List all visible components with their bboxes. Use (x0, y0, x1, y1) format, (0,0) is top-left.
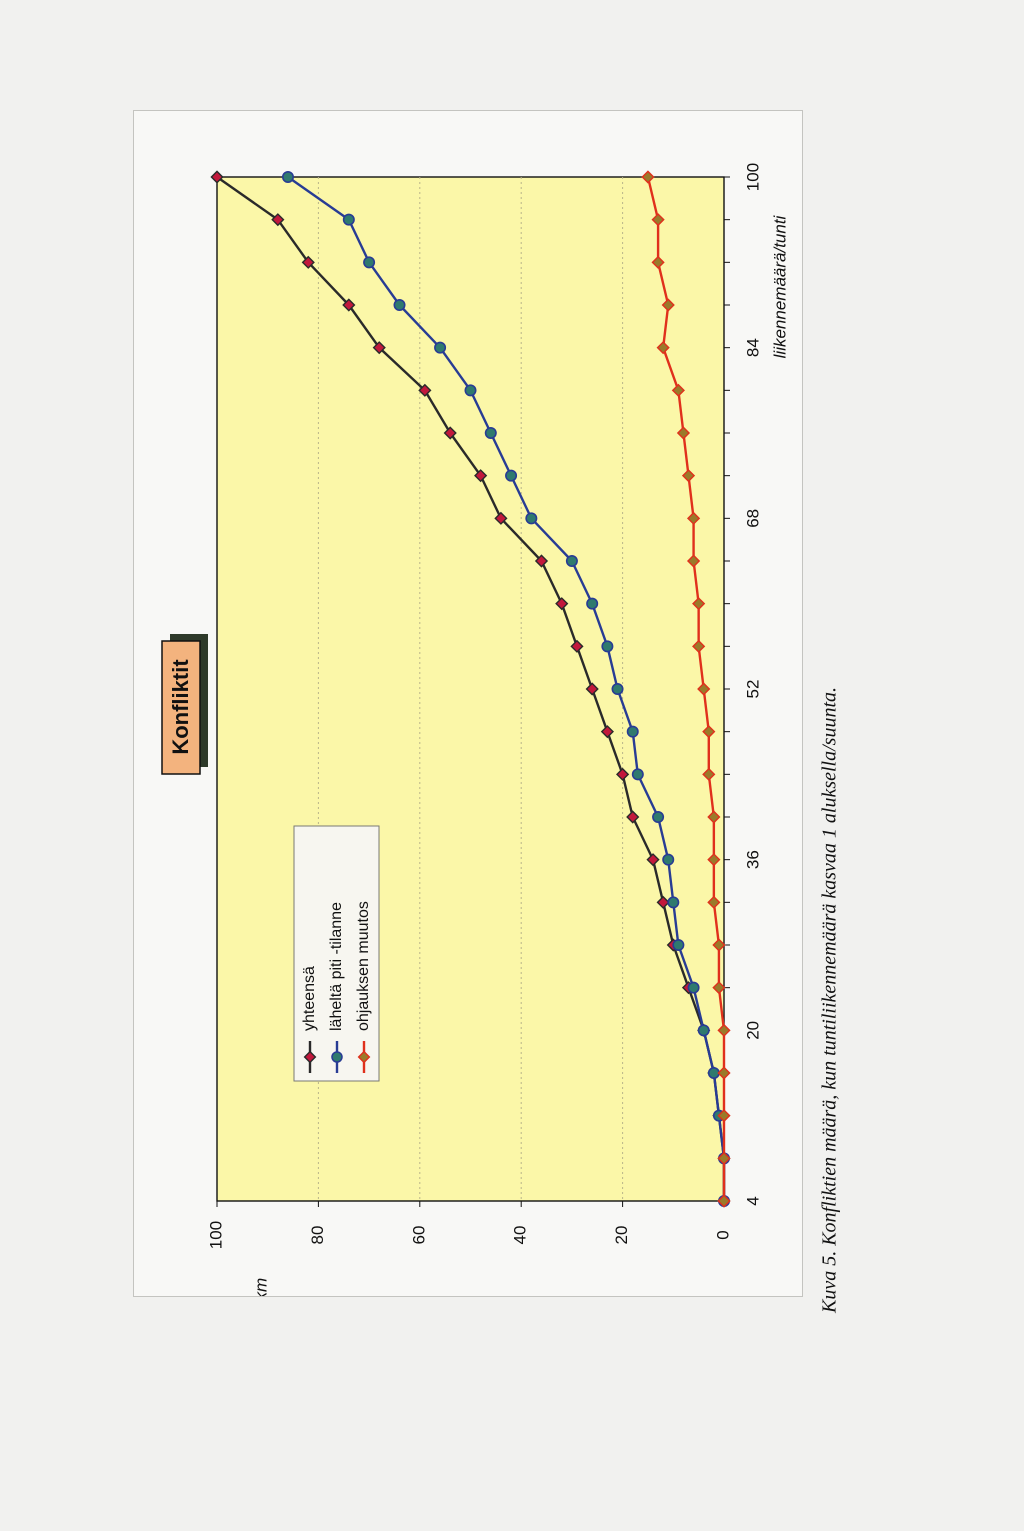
y-tick-label: 0 (713, 1230, 732, 1239)
data-point (686, 554, 701, 568)
data-point (565, 554, 578, 567)
data-point (585, 682, 599, 696)
y-axis-title: lkm (251, 1278, 270, 1296)
data-point (712, 981, 726, 995)
data-point (707, 853, 721, 867)
y-tick-label: 80 (308, 1226, 327, 1245)
data-point (651, 213, 665, 227)
data-point (717, 1151, 731, 1165)
data-point (525, 512, 538, 525)
data-point (601, 640, 614, 653)
data-point (570, 639, 584, 653)
data-point (717, 1109, 731, 1123)
data-point (686, 511, 701, 525)
data-point (281, 170, 294, 183)
x-axis-title: liikennemäärä/tunti (770, 214, 789, 358)
data-point (697, 682, 711, 696)
data-point (717, 1023, 731, 1037)
data-point (494, 511, 508, 525)
y-tick-label: 20 (612, 1226, 631, 1245)
data-point (464, 384, 477, 397)
data-point (363, 256, 376, 269)
series-2 (281, 170, 730, 1208)
data-point (712, 938, 726, 952)
chart-title-box: Konfliktit (161, 634, 208, 775)
x-tick-label: 100 (743, 163, 762, 191)
x-tick-label: 4 (743, 1196, 762, 1205)
data-point (707, 810, 721, 824)
y-tick-label: 40 (511, 1226, 530, 1245)
data-point (616, 767, 630, 781)
x-tick-label: 20 (743, 1021, 762, 1040)
legend-label: yhteensä (301, 966, 318, 1031)
data-point (443, 426, 457, 440)
legend-label: läheltä piti -tilanne (328, 902, 345, 1031)
data-point (661, 298, 675, 312)
chart: 0 20 40 60 80 100 4 20 36 52 68 84 100 lkm liikennemää… (161, 163, 789, 1296)
data-point (301, 255, 315, 269)
data-point (692, 597, 706, 611)
caption-text: Kuva 5. Konfliktien määrä, kun tuntiliik… (818, 686, 841, 1314)
data-point (555, 597, 569, 611)
data-point (671, 383, 685, 397)
data-point (600, 725, 614, 739)
data-point (393, 299, 406, 312)
data-point (210, 170, 224, 184)
data-point (534, 554, 549, 568)
series-3 (641, 170, 731, 1208)
data-point (641, 170, 655, 184)
data-point (342, 213, 355, 226)
plot-area (216, 176, 725, 1202)
data-point (586, 597, 599, 610)
data-point (717, 1194, 731, 1208)
legend-swatch-marker (331, 1051, 343, 1063)
legend-swatch-marker (357, 1050, 371, 1064)
data-point (702, 725, 716, 739)
legend-label: ohjauksen muutos (355, 901, 372, 1031)
data-point (676, 426, 691, 440)
data-point (646, 853, 660, 867)
data-point (271, 213, 285, 227)
title-box-background (161, 640, 201, 775)
chart-title: Konfliktit (168, 659, 193, 755)
data-point (626, 725, 639, 738)
data-point (702, 767, 716, 781)
x-tick-label: 52 (743, 680, 762, 699)
legend: yhteensä läheltä piti -tilanne ohjauksen m… (293, 825, 380, 1082)
data-point (651, 255, 665, 269)
data-point (656, 341, 670, 355)
data-point (484, 426, 497, 439)
data-point (418, 383, 432, 397)
y-tick-label: 60 (409, 1226, 428, 1245)
figure-frame: 0 20 40 60 80 100 4 20 36 52 68 84 100 lkm liikennemää… (133, 110, 803, 1297)
data-point (652, 810, 665, 823)
x-tick-label: 36 (743, 850, 762, 869)
data-point (672, 938, 685, 951)
data-point (687, 981, 700, 994)
data-point (372, 341, 386, 355)
data-point (697, 1024, 710, 1037)
data-point (707, 895, 721, 909)
x-tick-label: 84 (743, 338, 762, 357)
data-point (611, 682, 624, 695)
data-point (681, 469, 696, 483)
data-point (692, 639, 706, 653)
data-point (656, 895, 670, 909)
x-tick-label: 68 (743, 509, 762, 528)
data-point (667, 896, 680, 909)
data-point (342, 298, 356, 312)
data-point (474, 469, 488, 483)
y-tick-label: 100 (206, 1221, 225, 1249)
data-point (434, 341, 447, 354)
data-point (717, 1066, 731, 1080)
legend-swatch-marker (303, 1050, 317, 1064)
data-point (626, 810, 640, 824)
data-point (505, 469, 518, 482)
legend-box (293, 825, 380, 1082)
data-point (631, 768, 644, 781)
data-point (662, 853, 675, 866)
